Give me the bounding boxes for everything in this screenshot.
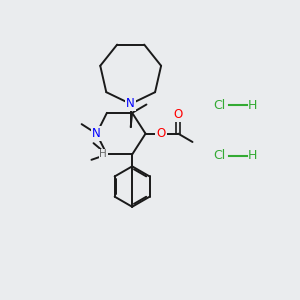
- Text: Cl: Cl: [214, 149, 226, 162]
- Text: O: O: [174, 108, 183, 121]
- Text: O: O: [156, 127, 166, 140]
- Text: H: H: [100, 149, 107, 160]
- Text: N: N: [126, 98, 135, 110]
- Text: N: N: [92, 127, 101, 140]
- Text: Cl: Cl: [214, 99, 226, 112]
- Text: H: H: [248, 99, 257, 112]
- Text: H: H: [248, 149, 257, 162]
